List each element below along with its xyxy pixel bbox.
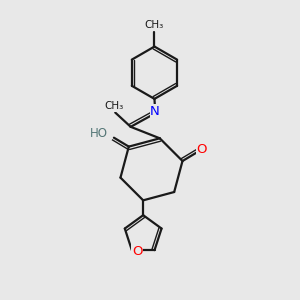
Text: CH₃: CH₃ <box>104 101 124 111</box>
Text: CH₃: CH₃ <box>145 20 164 30</box>
Text: O: O <box>196 143 207 156</box>
Text: O: O <box>132 245 142 258</box>
Text: HO: HO <box>89 127 107 140</box>
Text: N: N <box>150 105 160 118</box>
